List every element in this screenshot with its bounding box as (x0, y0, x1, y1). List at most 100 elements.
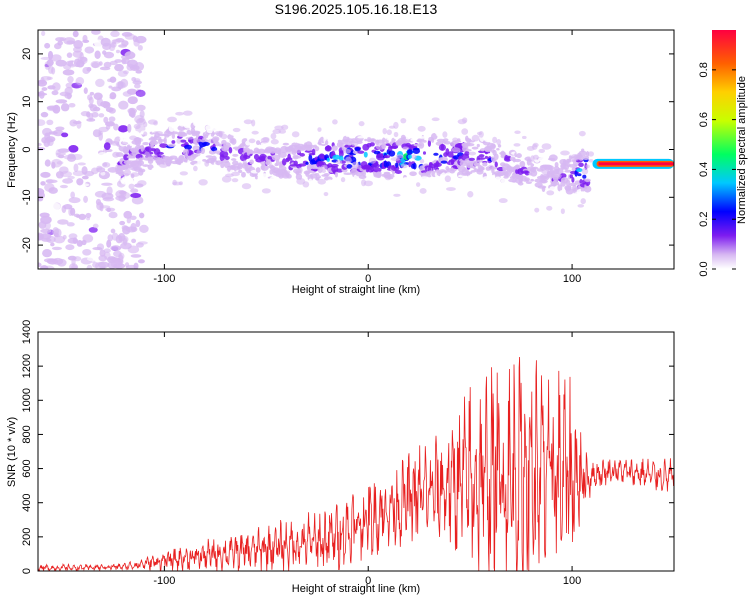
spectrogram-blob (491, 169, 495, 174)
spectrogram-blob (461, 128, 469, 135)
spectrogram-blob (443, 140, 451, 145)
spectrogram-blob (82, 234, 94, 243)
spectrogram-blob (79, 56, 88, 65)
spectrogram-blob (167, 143, 176, 147)
spectrogram-blob (47, 106, 59, 112)
spectrogram-blob (422, 151, 427, 155)
spectrogram-blob (232, 153, 239, 157)
spectrogram-blob (285, 157, 293, 161)
spectrogram-blob (117, 170, 125, 177)
spectrogram-blob (383, 175, 392, 179)
spectrogram-blob (211, 146, 218, 152)
spectrogram-blob (492, 136, 498, 144)
spectrogram-blob (272, 128, 282, 134)
spectrogram-blob (86, 264, 93, 269)
spectrogram-blob (201, 141, 210, 146)
spectrogram-blob (369, 142, 375, 147)
spectrogram-blob (220, 133, 228, 140)
spectrogram-blob (418, 136, 428, 139)
spectrogram-blob (94, 50, 101, 60)
spectrogram-blob (293, 155, 302, 159)
spectrogram-blob (62, 69, 75, 76)
spectrogram-blob (143, 131, 148, 137)
spectrogram-blob (108, 85, 113, 89)
y-tick-label: 0 (21, 568, 33, 574)
spectrogram-blob (262, 179, 270, 182)
spectrogram-blob (223, 147, 228, 151)
spectrogram-blob (546, 190, 555, 196)
spectrogram-blob (205, 155, 213, 158)
spectrogram-blob (567, 195, 575, 204)
spectrogram-blob (107, 234, 114, 242)
spectrogram-blob (372, 167, 382, 173)
spectrogram-blob (77, 162, 86, 166)
spectrogram-blob (67, 76, 74, 83)
spectrogram-blob (72, 237, 78, 245)
spectrogram-blob (282, 142, 290, 146)
spectrogram-blob (38, 233, 44, 241)
spectrogram-blob (73, 40, 84, 49)
spectrogram-blob (80, 111, 90, 117)
spectrogram-blob (435, 160, 440, 168)
spectrogram-blob (93, 106, 101, 112)
colorbar-tick-label: 0.0 (698, 261, 710, 276)
spectrogram-blob (133, 39, 140, 47)
spectrogram-blob (570, 154, 581, 161)
spectrogram-blob (571, 176, 575, 183)
spectrogram-blob (433, 152, 439, 156)
spectrogram-blob (478, 154, 485, 158)
spectrogram-blob (411, 154, 417, 160)
snr-y-axis-label: SNR (10 * v/v) (6, 417, 18, 487)
spectrogram-blob (135, 157, 142, 164)
spectrogram-blob (368, 131, 374, 136)
spectrogram-blob (324, 140, 329, 146)
spectrogram-blob (579, 178, 583, 184)
spectrogram-blob (321, 169, 327, 173)
spectrogram-blob (391, 137, 396, 143)
spectrogram-blob (530, 169, 538, 177)
spectrogram-blob (40, 265, 49, 269)
spectrogram-blob (72, 50, 83, 58)
spectrogram-blob (408, 161, 412, 168)
spectrogram-blob (257, 178, 266, 183)
x-tick-label: -100 (153, 575, 175, 587)
spectrogram-blob (50, 54, 62, 62)
spectrogram-blob (395, 162, 399, 168)
spectrogram-x-ticks: -100 0 100 (153, 30, 581, 285)
spectrogram-blob (419, 158, 425, 164)
spectrogram-blob (128, 153, 135, 159)
spectrogram-blob (47, 50, 54, 60)
spectrogram-blob (415, 182, 421, 187)
spectrogram-blob (583, 185, 592, 193)
spectrogram-y-ticks: -20 -10 0 10 20 (21, 48, 674, 253)
spectrogram-blob (500, 178, 509, 184)
spectrogram-blob (532, 142, 539, 148)
spectrogram-blob (59, 37, 67, 41)
y-tick-label: 800 (21, 425, 33, 443)
spectrogram-blob (142, 164, 149, 167)
spectrogram-blob (446, 130, 452, 136)
spectrogram-blob (71, 257, 76, 266)
spectrogram-blob (320, 164, 328, 170)
spectrogram-blob (44, 42, 51, 49)
spectrogram-blob (171, 133, 176, 139)
spectrogram-blob (324, 145, 332, 152)
spectrogram-blob (51, 202, 61, 210)
spectrogram-tail-core (598, 162, 674, 166)
spectrogram-blob (45, 179, 58, 184)
spectrogram-blob (129, 135, 138, 141)
spectrogram-blob (559, 190, 564, 196)
spectrogram-blob (557, 184, 563, 192)
spectrogram-blob (44, 159, 51, 167)
spectrogram-blob (430, 133, 438, 140)
spectrogram-blob (541, 186, 546, 192)
spectrogram-blob (127, 123, 132, 133)
spectrogram-blob (113, 123, 119, 131)
spectrogram-blob (92, 129, 101, 138)
spectrogram-blob (171, 131, 179, 135)
spectrogram-blob (52, 129, 64, 137)
spectrogram-blob (109, 76, 117, 83)
spectrogram-blob (560, 150, 570, 156)
spectrogram-blob (91, 30, 101, 35)
spectrogram-blob (144, 171, 150, 177)
